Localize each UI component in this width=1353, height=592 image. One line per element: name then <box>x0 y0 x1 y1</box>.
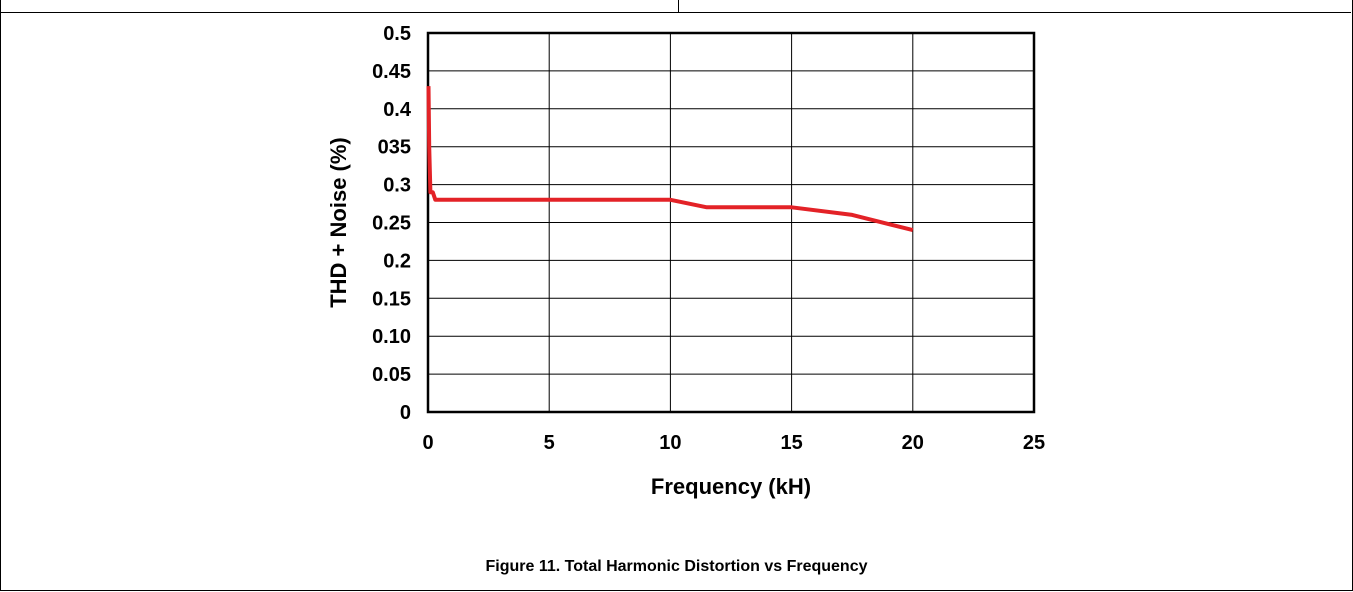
top-divider <box>678 0 679 13</box>
x-tick-label: 5 <box>544 432 555 454</box>
x-axis-label: Frequency (kH) <box>651 474 811 499</box>
y-tick-label: 0.10 <box>372 326 411 348</box>
y-tick-label: 0.4 <box>383 99 412 121</box>
y-tick-label: 0.05 <box>372 364 411 386</box>
x-tick-label: 25 <box>1023 432 1045 454</box>
x-tick-label: 0 <box>422 432 433 454</box>
x-tick-label: 15 <box>780 432 802 454</box>
y-axis-label: THD + Noise (%) <box>326 137 351 308</box>
y-tick-label: 0.45 <box>372 61 411 83</box>
figure-caption: Figure 11. Total Harmonic Distortion vs … <box>485 558 868 575</box>
series-line <box>426 86 914 233</box>
y-tick-label: 0.25 <box>372 213 411 235</box>
plot-frame <box>426 31 1036 414</box>
y-tick-label: 0.2 <box>383 250 411 272</box>
y-tick-label: 0 <box>400 402 411 424</box>
x-tick-label: 20 <box>902 432 924 454</box>
y-tick-label: 035 <box>378 137 411 159</box>
y-tick-label: 0.5 <box>383 23 411 45</box>
y-tick-label: 0.15 <box>372 288 411 310</box>
y-tick-label: 0.3 <box>383 175 411 197</box>
x-tick-label: 10 <box>659 432 681 454</box>
top-rule <box>0 12 1351 13</box>
